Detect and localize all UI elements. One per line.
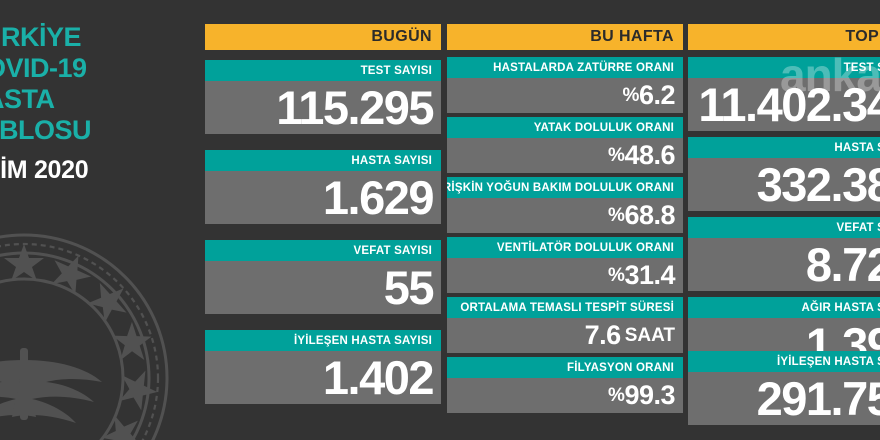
stat-card-week-icu-occupancy: ERİŞKİN YOĞUN BAKIM DOLULUK ORANI % 68.8 bbox=[447, 177, 683, 233]
stat-number: 31.4 bbox=[624, 260, 675, 290]
stat-value: 1.629 bbox=[205, 171, 441, 224]
stat-prefix: % bbox=[608, 264, 625, 286]
stat-value: 55 bbox=[205, 261, 441, 314]
stat-value: 1.402 bbox=[205, 351, 441, 404]
stat-label: ORTALAMA TEMASLI TESPİT SÜRESİ bbox=[447, 297, 683, 318]
report-date: EKİM 2020 bbox=[0, 156, 89, 184]
stat-value: 11.402.345 bbox=[688, 78, 880, 131]
stat-value: 115.295 bbox=[205, 81, 441, 134]
stat-card-week-pneumonia: HASTALARDA ZATÜRRE ORANI % 6.2 bbox=[447, 57, 683, 113]
column-week: BU HAFTA HASTALARDA ZATÜRRE ORANI % 6.2 Y… bbox=[447, 0, 683, 440]
stat-label: AĞIR HASTA SAYISI bbox=[688, 297, 880, 318]
title-line-1: TÜRKİYE bbox=[0, 22, 82, 52]
stat-unit: SAAT bbox=[624, 324, 675, 346]
stat-value: % 48.6 bbox=[447, 138, 683, 173]
stat-label: İYİLEŞEN HASTA SAYISI bbox=[688, 351, 880, 372]
stat-value: % 99.3 bbox=[447, 378, 683, 413]
ministry-of-health-emblem-icon bbox=[0, 233, 169, 440]
stat-label: VENTİLATÖR DOLULUK ORANI bbox=[447, 237, 683, 258]
stat-prefix: % bbox=[608, 204, 625, 226]
stat-label: HASTA SAYISI bbox=[205, 150, 441, 171]
stat-label: TEST SAYISI bbox=[205, 60, 441, 81]
stat-label: YATAK DOLULUK ORANI bbox=[447, 117, 683, 138]
stat-card-total-deaths: VEFAT SAYISI 8.723 bbox=[688, 217, 880, 291]
title-line-2: COVID-19 bbox=[0, 53, 87, 83]
stat-card-today-test: TEST SAYISI 115.295 bbox=[205, 60, 441, 134]
stat-label: VEFAT SAYISI bbox=[205, 240, 441, 261]
stat-value: 8.723 bbox=[688, 238, 880, 291]
stat-value: 7.6 SAAT bbox=[447, 318, 683, 353]
stat-prefix: % bbox=[622, 84, 640, 106]
stat-prefix: % bbox=[608, 144, 625, 166]
stat-number: 68.8 bbox=[624, 200, 675, 230]
stat-card-week-bed-occupancy: YATAK DOLULUK ORANI % 48.6 bbox=[447, 117, 683, 173]
stat-number: 99.3 bbox=[624, 380, 675, 410]
column-header-week: BU HAFTA bbox=[447, 24, 683, 50]
column-header-total: TOPLAM bbox=[688, 24, 880, 50]
stat-card-total-recovered: İYİLEŞEN HASTA SAYISI 291.752 bbox=[688, 351, 880, 425]
stat-prefix: % bbox=[608, 384, 625, 406]
stat-label: ERİŞKİN YOĞUN BAKIM DOLULUK ORANI bbox=[447, 177, 683, 198]
stat-label: VEFAT SAYISI bbox=[688, 217, 880, 238]
stat-number: 6.2 bbox=[638, 80, 676, 110]
stat-card-today-cases: HASTA SAYISI 1.629 bbox=[205, 150, 441, 224]
stat-value: % 31.4 bbox=[447, 258, 683, 293]
title-line-3: HASTA bbox=[0, 84, 55, 114]
stat-number: 48.6 bbox=[624, 140, 675, 170]
stat-card-week-ventilator-occupancy: VENTİLATÖR DOLULUK ORANI % 31.4 bbox=[447, 237, 683, 293]
stat-card-week-filiation-rate: FİLYASYON ORANI % 99.3 bbox=[447, 357, 683, 413]
stat-label: HASTALARDA ZATÜRRE ORANI bbox=[447, 57, 683, 78]
stat-value: % 68.8 bbox=[447, 198, 683, 233]
column-total: TOPLAM TEST SAYISI 11.402.345 HASTA SAYI… bbox=[688, 0, 880, 440]
stat-card-today-recovered: İYİLEŞEN HASTA SAYISI 1.402 bbox=[205, 330, 441, 404]
stat-card-today-deaths: VEFAT SAYISI 55 bbox=[205, 240, 441, 314]
column-today: BUGÜN TEST SAYISI 115.295 HASTA SAYISI 1… bbox=[205, 0, 441, 440]
stat-value: 332.382 bbox=[688, 158, 880, 211]
stat-card-week-contact-tracing-time: ORTALAMA TEMASLI TESPİT SÜRESİ 7.6 SAAT bbox=[447, 297, 683, 353]
column-header-today: BUGÜN bbox=[205, 24, 441, 50]
stat-number: 7.6 bbox=[584, 320, 622, 350]
stat-label: İYİLEŞEN HASTA SAYISI bbox=[205, 330, 441, 351]
stat-card-total-test: TEST SAYISI 11.402.345 bbox=[688, 57, 880, 131]
stat-label: FİLYASYON ORANI bbox=[447, 357, 683, 378]
stat-label: TEST SAYISI bbox=[688, 57, 880, 78]
stat-card-total-cases: HASTA SAYISI 332.382 bbox=[688, 137, 880, 211]
stat-label: HASTA SAYISI bbox=[688, 137, 880, 158]
stat-value: 291.752 bbox=[688, 372, 880, 425]
stat-value: % 6.2 bbox=[447, 78, 683, 113]
